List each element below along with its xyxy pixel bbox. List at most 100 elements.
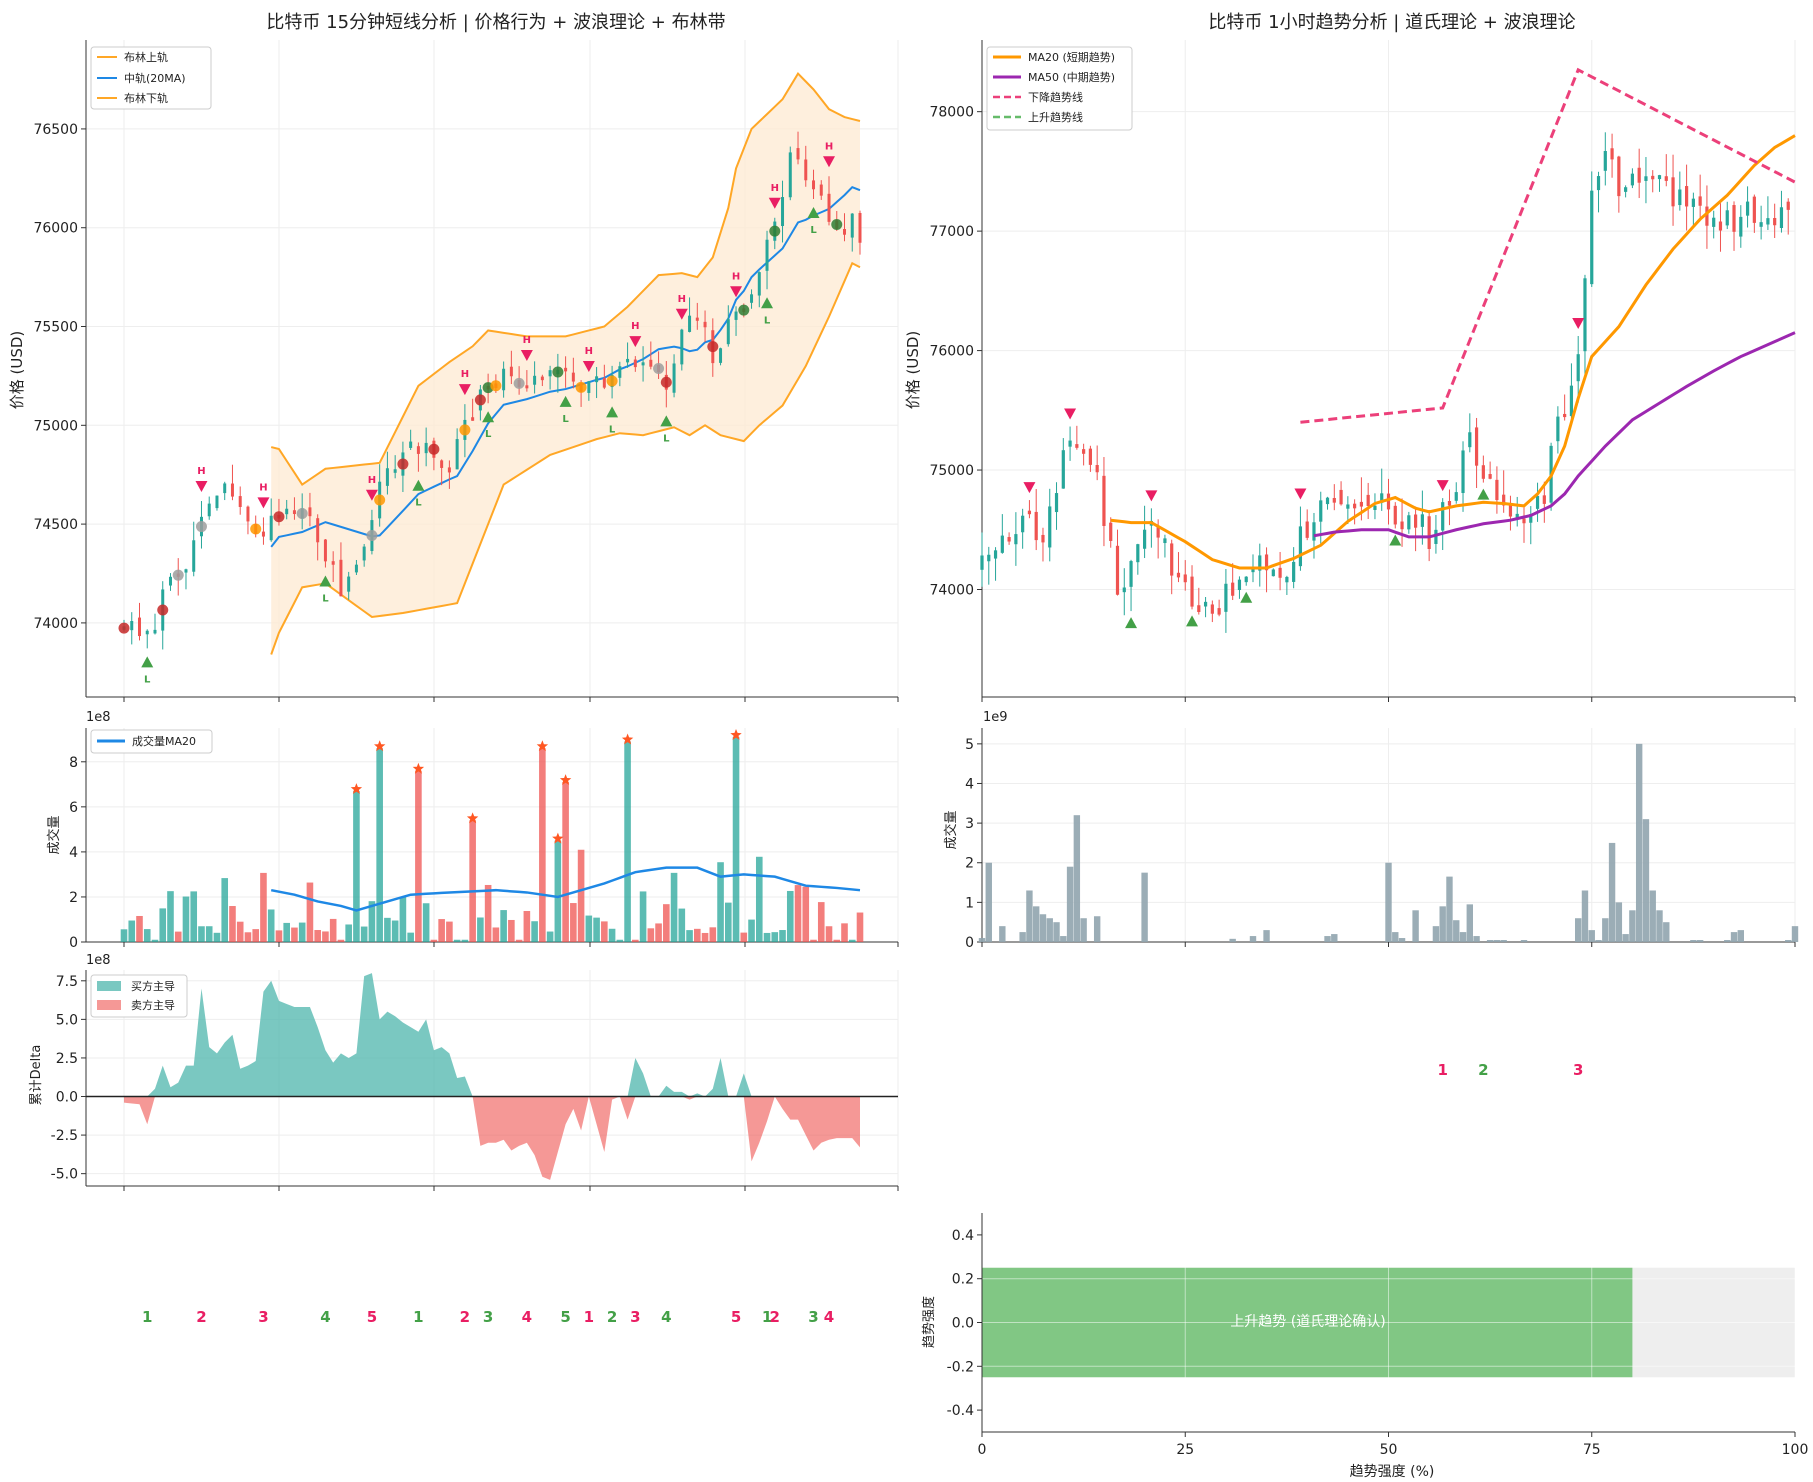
candle-body: [1353, 503, 1357, 509]
volume-bar: [531, 921, 538, 942]
legend-ma50: MA50 (中期趋势): [1028, 71, 1115, 84]
candle-body: [1420, 514, 1424, 527]
price-15m-panel: 74000 74500 75000 75500 76000 76500 H H H H H H H H H H…: [33, 40, 899, 702]
volume-bar: [477, 917, 484, 942]
swing-low-label: L: [609, 424, 616, 435]
pattern-dot: [374, 494, 386, 506]
pattern-dot: [397, 458, 409, 470]
pattern-dot: [296, 507, 308, 519]
volume-bar: [174, 931, 182, 942]
volume-bar: [322, 931, 329, 942]
volume-bar: [515, 939, 523, 942]
volume-spike-star: [412, 762, 425, 774]
volume-bar: [267, 909, 275, 942]
volume-bar: [1019, 932, 1026, 942]
candle: [447, 460, 451, 489]
candle-body: [339, 559, 343, 597]
candle-body: [1007, 537, 1011, 542]
volume-bar: [492, 927, 500, 942]
candle: [850, 213, 854, 252]
y-tick-label: 4: [965, 776, 974, 792]
volume-bar: [260, 872, 267, 942]
wave-label: 2: [770, 1308, 780, 1326]
candle-body: [1569, 385, 1574, 417]
candle: [858, 210, 862, 255]
candle-body: [726, 319, 730, 345]
candle-body: [1400, 521, 1404, 530]
volume-ma20-line: [270, 866, 861, 912]
swing-high-label: H: [771, 183, 779, 194]
volume-bar: [546, 931, 554, 942]
legend-volume-ma: 成交量MA20: [90, 729, 213, 754]
volume-bar: [291, 927, 298, 942]
candle: [765, 230, 769, 290]
candle: [1576, 335, 1580, 403]
candle: [1644, 157, 1648, 204]
volume-1h-multiplier: 1e9: [983, 710, 1008, 725]
candle-body: [1624, 187, 1628, 192]
candle: [1109, 517, 1113, 548]
swing-high-label: H: [259, 482, 267, 493]
candle-body: [1434, 529, 1438, 544]
volume-bar: [1656, 910, 1663, 942]
candle: [1325, 496, 1330, 510]
candle-body: [641, 362, 645, 366]
candle: [1569, 363, 1574, 422]
y-tick-label: 74500: [33, 517, 78, 533]
y-tick-label: 6: [69, 800, 78, 816]
swing-low-label: L: [663, 433, 670, 444]
volume-bar: [213, 932, 221, 942]
candle-body: [987, 554, 991, 562]
candle: [192, 521, 196, 577]
candle: [587, 380, 591, 401]
trend-strength-panel: -0.4 -0.2 0.0 0.2 0.4 0 25 50 75 100: [947, 1213, 1809, 1458]
candle: [292, 497, 296, 520]
volume-bar: [376, 748, 383, 942]
candle: [1115, 529, 1120, 596]
volume-spike-star: [621, 733, 634, 745]
candle: [757, 271, 761, 308]
candle-body: [540, 376, 544, 381]
candle-body: [1752, 196, 1756, 223]
volume-bar: [763, 932, 771, 942]
pattern-dot: [738, 304, 750, 316]
candle-body: [1508, 504, 1513, 517]
volume-bar: [229, 906, 236, 942]
candle: [1779, 190, 1784, 233]
candle: [1231, 563, 1235, 601]
candle-body: [1630, 173, 1634, 186]
candle: [672, 354, 676, 398]
volume-bar: [1093, 916, 1101, 942]
volume-bar: [353, 791, 360, 942]
x-tick-label: 100: [1782, 1442, 1809, 1458]
bollinger-upper-line: [270, 71, 861, 486]
candle-body: [447, 467, 451, 473]
candle-body: [184, 569, 188, 573]
swing-high-marker: [1294, 488, 1307, 500]
volume-bar: [1324, 936, 1331, 942]
candle-body: [1000, 535, 1004, 553]
candle-body: [564, 367, 568, 372]
volume-bar: [167, 891, 174, 942]
candle: [1556, 406, 1560, 454]
candle: [602, 364, 606, 390]
volume-bar: [500, 910, 507, 942]
wave-label: 1: [142, 1308, 152, 1326]
volume-bar: [1500, 940, 1507, 942]
swing-high-marker: [1145, 490, 1158, 502]
candle: [1027, 500, 1032, 519]
volume-spike-star: [536, 740, 549, 752]
candle: [626, 342, 630, 368]
volume-spike-star: [350, 783, 363, 794]
volume-bar: [415, 770, 422, 942]
y-tick-label: 0.4: [952, 1228, 974, 1244]
candle-body: [796, 148, 800, 160]
delta-multiplier: 1e8: [86, 953, 111, 968]
candle: [1461, 441, 1465, 512]
candle: [354, 559, 358, 575]
candle: [1129, 559, 1133, 612]
candle: [781, 180, 785, 243]
downtrend-line: [1300, 67, 1796, 424]
volume-bar: [1446, 876, 1453, 942]
candle: [269, 498, 273, 542]
